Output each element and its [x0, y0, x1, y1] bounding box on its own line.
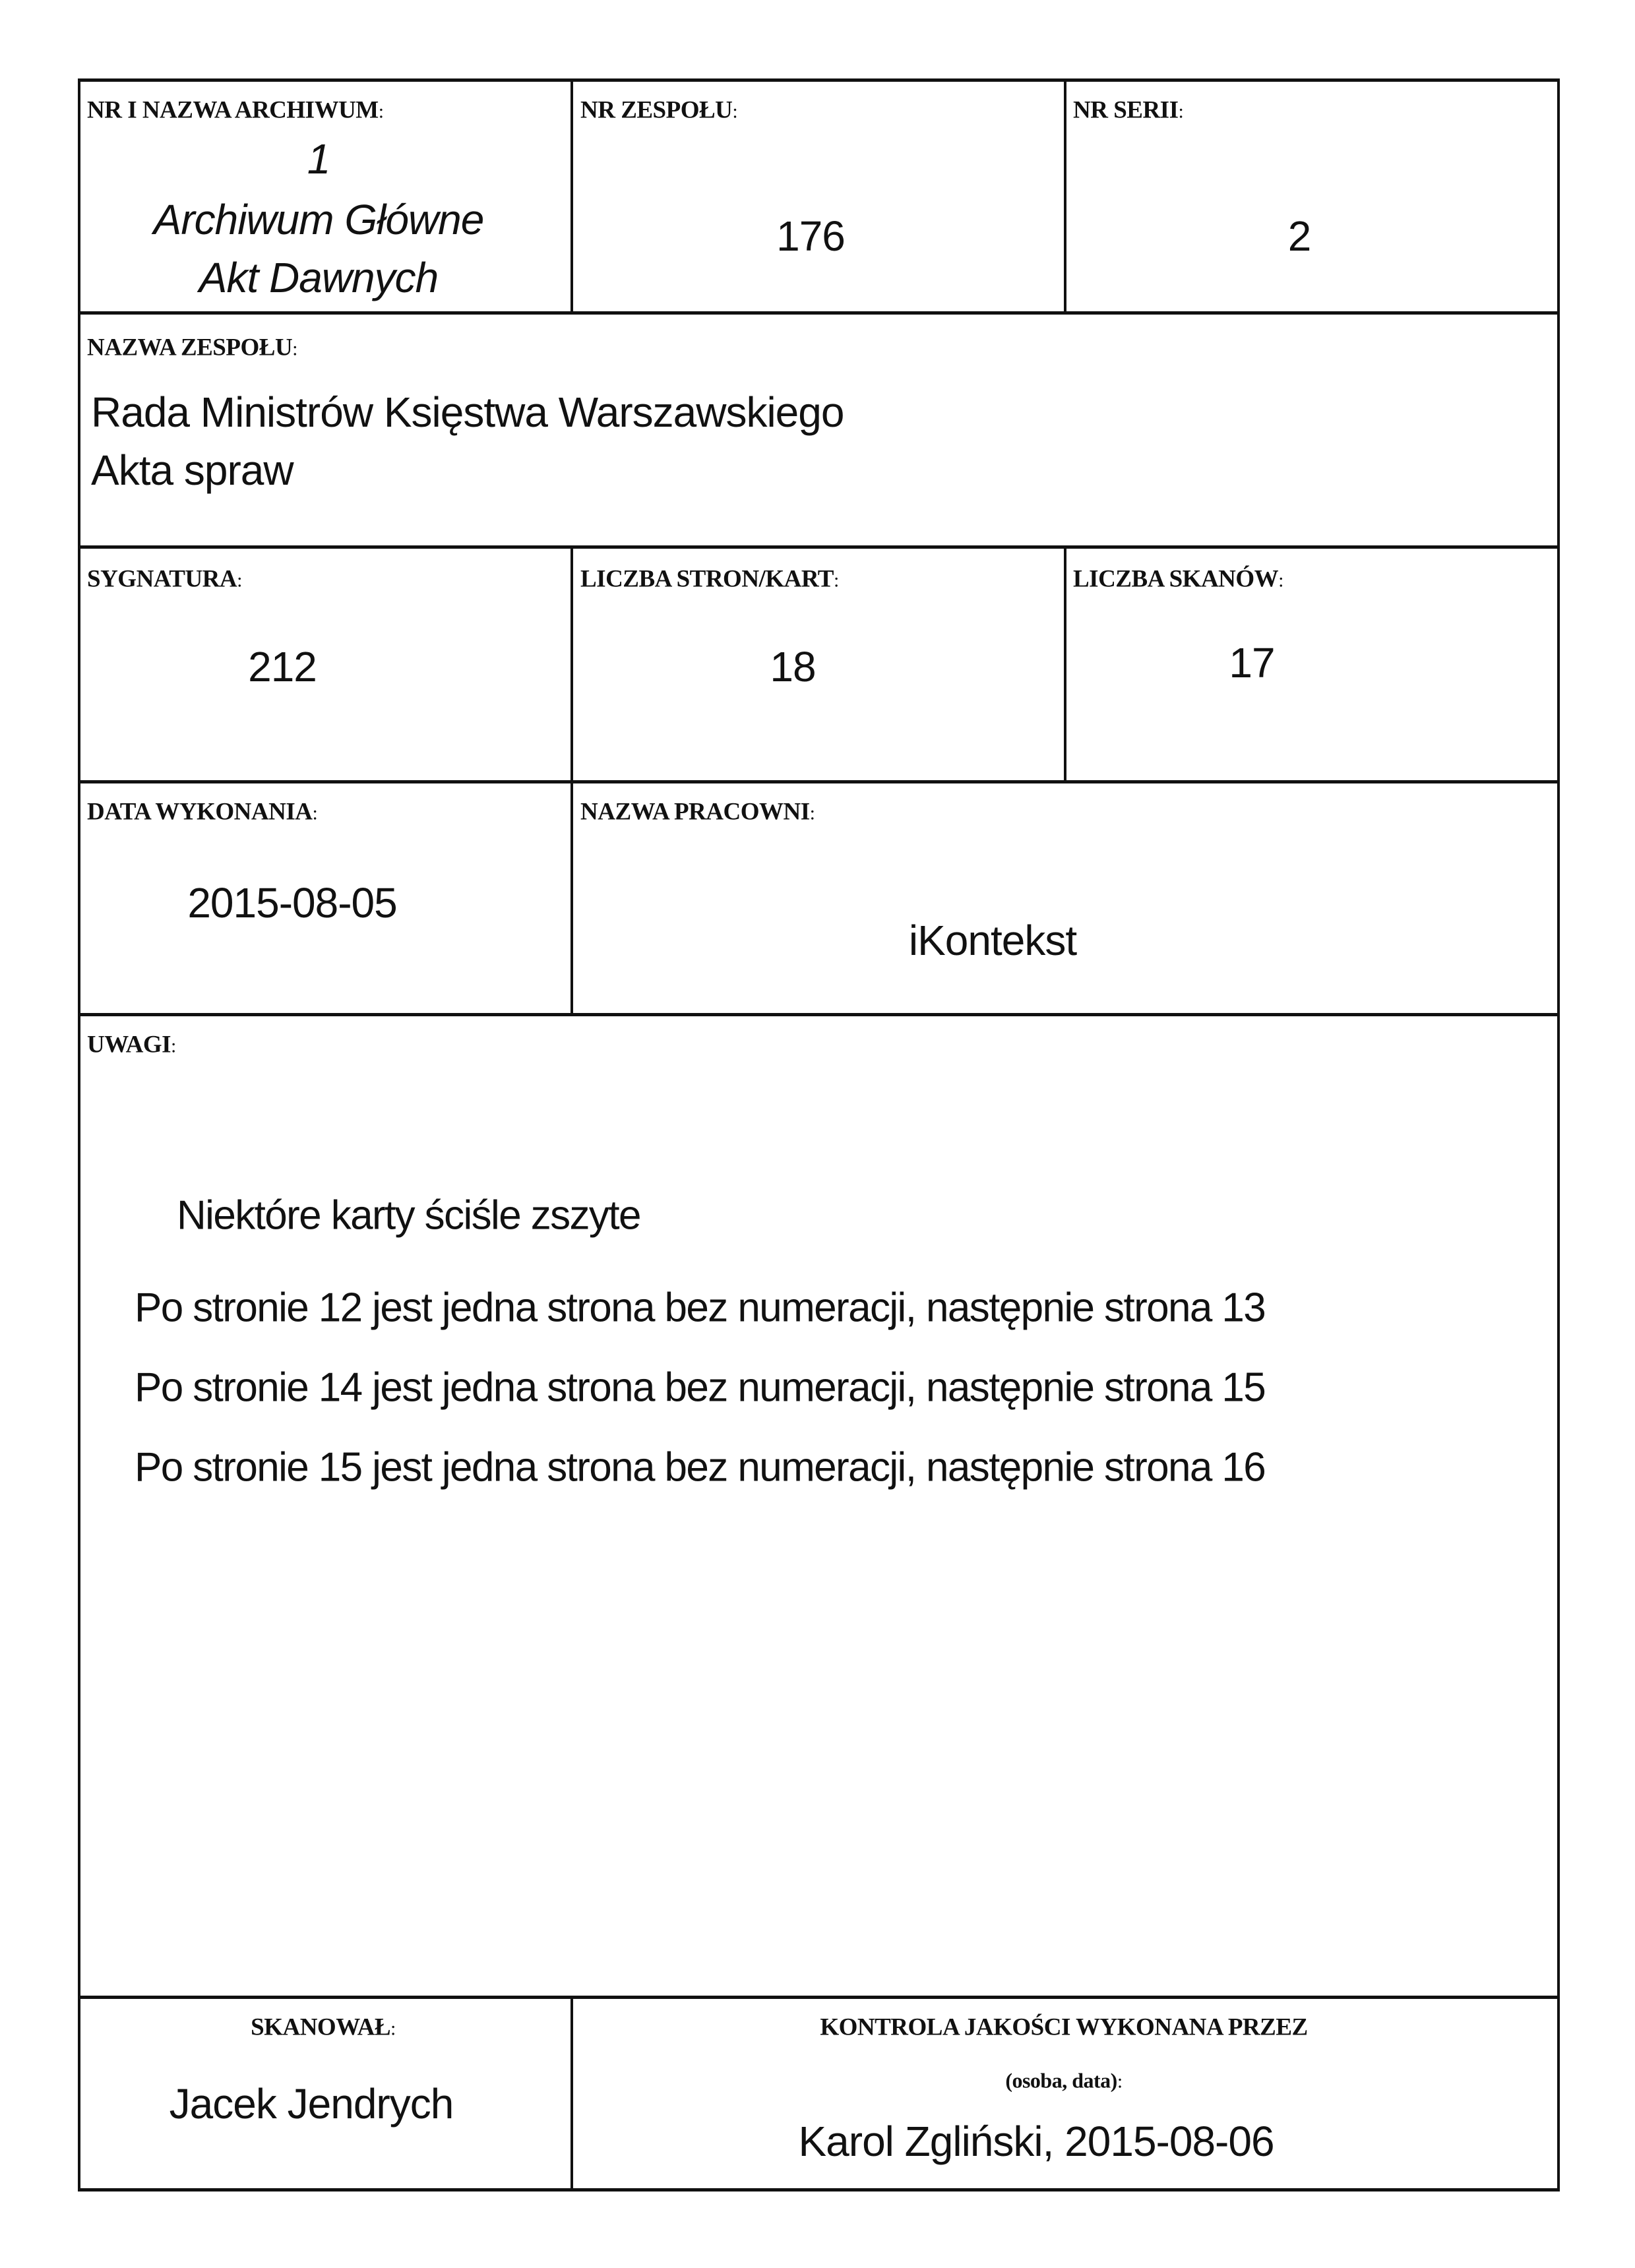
border-right — [1557, 78, 1560, 2191]
scanned-by-label: SKANOWAŁ: — [251, 2013, 396, 2041]
fond-number-label: NR ZESPOŁU: — [580, 96, 738, 124]
fond-name-label: NAZWA ZESPOŁU: — [87, 334, 298, 361]
col-divider — [1064, 545, 1066, 782]
row-divider — [78, 780, 1560, 783]
row-divider — [78, 1013, 1560, 1016]
signature-value: 212 — [248, 643, 317, 690]
fond-number-value: 176 — [776, 212, 846, 260]
col-divider — [1064, 78, 1066, 313]
series-number-label: NR SERII: — [1073, 96, 1184, 124]
quality-control-value: Karol Zgliński, 2015-08-06 — [798, 2118, 1274, 2165]
scans-count-label: LICZBA SKANÓW: — [1073, 565, 1284, 593]
series-number-value: 2 — [1287, 212, 1312, 260]
date-made-label: DATA WYKONANIA: — [87, 798, 318, 826]
archive-name-line1: Archiwum Główne — [153, 196, 485, 243]
note-line: Niektóre karty ściśle zszyte — [177, 1192, 641, 1239]
date-made-value: 2015-08-05 — [187, 879, 397, 927]
row-divider — [78, 311, 1560, 315]
scanned-by-value: Jacek Jendrych — [169, 2080, 454, 2128]
border-top — [78, 78, 1560, 82]
border-left — [78, 78, 80, 2191]
archive-label: NR I NAZWA ARCHIWUM: — [87, 96, 384, 124]
row-divider — [78, 545, 1560, 549]
fond-name-line1: Rada Ministrów Księstwa Warszawskiego — [91, 388, 844, 436]
note-line: Po stronie 15 jest jedna strona bez nume… — [135, 1444, 1266, 1490]
border-bottom — [78, 2188, 1560, 2191]
studio-name-value: iKontekst — [908, 917, 1077, 964]
studio-name-label: NAZWA PRACOWNI: — [580, 798, 815, 826]
pages-count-value: 18 — [770, 643, 816, 690]
col-divider — [571, 1996, 573, 2191]
archive-name-line2: Akt Dawnych — [199, 254, 439, 301]
pages-count-label: LICZBA STRON/KART: — [580, 565, 839, 593]
col-divider — [571, 545, 573, 1014]
fond-name-line2: Akta spraw — [91, 446, 294, 494]
notes-label: UWAGI: — [87, 1031, 176, 1058]
signature-label: SYGNATURA: — [87, 565, 242, 593]
note-line: Po stronie 14 jest jedna strona bez nume… — [135, 1364, 1266, 1411]
quality-control-sublabel: (osoba, data): — [1005, 2068, 1123, 2093]
col-divider — [571, 78, 573, 313]
note-line: Po stronie 12 jest jedna strona bez nume… — [135, 1285, 1266, 1331]
archive-number: 1 — [307, 135, 331, 183]
scans-count-value: 17 — [1229, 639, 1275, 687]
row-divider — [78, 1996, 1560, 1999]
quality-control-label: KONTROLA JAKOŚCI WYKONANA PRZEZ — [820, 2013, 1308, 2041]
